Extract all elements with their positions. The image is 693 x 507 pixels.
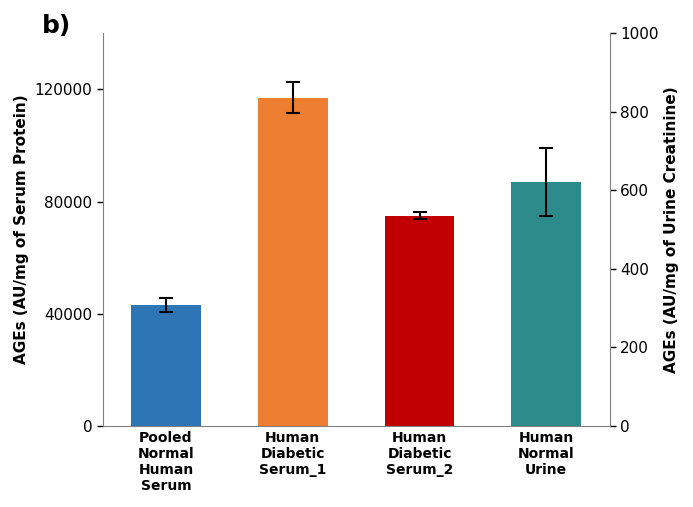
Y-axis label: AGEs (AU/mg of Urine Creatinine): AGEs (AU/mg of Urine Creatinine)	[664, 86, 679, 373]
Y-axis label: AGEs (AU/mg of Serum Protein): AGEs (AU/mg of Serum Protein)	[14, 95, 29, 365]
Text: b): b)	[42, 14, 71, 38]
Bar	[511, 182, 581, 426]
Bar	[258, 98, 328, 426]
Bar	[385, 215, 455, 426]
Bar	[131, 305, 201, 426]
